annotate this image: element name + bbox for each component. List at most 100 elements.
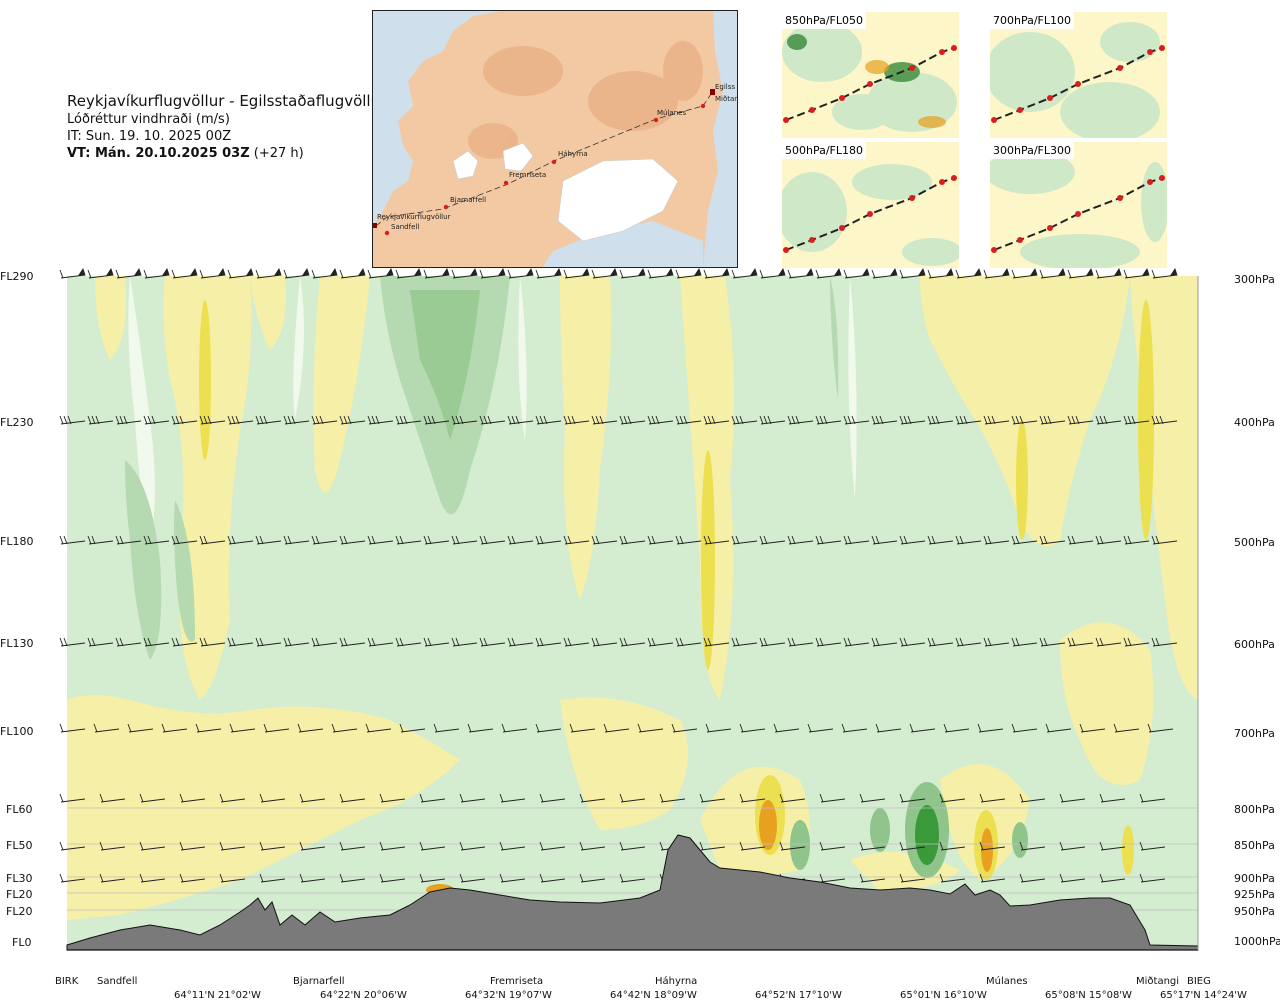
coordinate-label: 65°01'N 16°10'W — [900, 990, 987, 1001]
wind-barb — [706, 728, 732, 733]
wind-barb-feather — [1147, 723, 1152, 733]
wind-barb-feather — [983, 269, 988, 279]
wind-barb — [380, 846, 406, 851]
wind-barb — [228, 274, 254, 279]
wind-barb-feather — [1039, 535, 1044, 545]
map-label-egilss: Egilss — [715, 83, 735, 91]
wind-barb — [100, 846, 126, 851]
wind-barb-feather — [339, 637, 344, 647]
wind-barb — [460, 798, 486, 803]
wind-barb-feather — [569, 723, 574, 733]
wind-barb-feather — [287, 415, 292, 425]
wind-barb-feather — [927, 535, 932, 545]
wind-barb — [312, 642, 338, 647]
wind-barb — [140, 878, 166, 883]
wind-barb-pennant — [806, 267, 814, 276]
wind-barb-feather — [927, 269, 932, 279]
wind-barb-feather — [683, 415, 688, 425]
wind-barb-feather — [255, 637, 260, 647]
wind-barb — [420, 798, 446, 803]
wind-barb-feather — [315, 637, 320, 647]
wind-barb-feather — [143, 415, 148, 425]
wind-barb-feather — [451, 535, 456, 545]
wind-barb-feather — [847, 415, 852, 425]
wind-barb — [312, 274, 338, 279]
wind-barb-feather — [203, 415, 208, 425]
wind-barb — [956, 540, 982, 545]
wind-barb-feather — [203, 535, 208, 545]
wind-barb-feather — [679, 415, 684, 425]
wind-barb — [928, 540, 954, 545]
wind-barb-feather — [87, 535, 92, 545]
wind-barb — [508, 420, 534, 425]
wind-barb-pennant — [274, 267, 282, 276]
wind-barb — [564, 642, 590, 647]
wind-barb — [860, 846, 886, 851]
wind-barb-feather — [939, 841, 944, 851]
wind-barb — [508, 540, 534, 545]
wind-barb-feather — [283, 637, 288, 647]
wind-barb-feather — [379, 873, 384, 883]
wind-barb-feather — [859, 873, 864, 883]
wind-barb-feather — [93, 723, 98, 733]
wind-barb-feather — [87, 637, 92, 647]
wind-barb-feather — [543, 415, 548, 425]
wind-barb-feather — [791, 535, 796, 545]
wind-barb-feather — [479, 535, 484, 545]
wind-barb-feather — [63, 415, 68, 425]
wind-barb — [256, 420, 282, 425]
wind-barb-feather — [1011, 723, 1016, 733]
wind-barb — [872, 540, 898, 545]
wind-barb-feather — [731, 637, 736, 647]
level-label-right: 850hPa — [1234, 839, 1275, 852]
wind-barb — [620, 846, 646, 851]
level-label-left: FL130 — [0, 637, 33, 650]
wind-barb — [284, 540, 310, 545]
wind-barb — [340, 274, 366, 279]
wind-barb — [228, 420, 254, 425]
wind-barb-feather — [1039, 269, 1044, 279]
wind-barb-feather — [739, 723, 744, 733]
wind-barb-feather — [903, 415, 908, 425]
right-level-labels: 300hPa 400hPa 500hPa 600hPa 700hPa 800hP… — [1234, 273, 1280, 948]
wind-barb-feather — [539, 793, 544, 803]
wind-barb — [540, 846, 566, 851]
route-overview-map: Reykjavíkurflugvöllur Sandfell Bjarnarfe… — [372, 10, 738, 268]
wind-barb-feather — [851, 415, 856, 425]
wind-barb-feather — [343, 535, 348, 545]
wind-barb-feather — [59, 535, 64, 545]
wind-barb — [900, 420, 926, 425]
wind-barb-feather — [339, 415, 344, 425]
wind-barb — [1020, 846, 1046, 851]
wind-barb-feather — [339, 873, 344, 883]
wind-barb — [144, 274, 170, 279]
wind-barb — [620, 420, 646, 425]
wind-barb-pennant — [386, 267, 394, 276]
wind-barb-feather — [451, 269, 456, 279]
level-label-right: 300hPa — [1234, 273, 1275, 286]
wind-barb-feather — [735, 535, 740, 545]
wind-barb — [844, 540, 870, 545]
wind-barb-feather — [119, 415, 124, 425]
wind-barb — [788, 642, 814, 647]
wind-barb — [732, 642, 758, 647]
wind-barb — [180, 878, 206, 883]
wind-barb-feather — [739, 415, 744, 425]
wind-barb-feather — [1059, 793, 1064, 803]
wind-barb — [368, 642, 394, 647]
wind-barb — [984, 420, 1010, 425]
wind-barb — [1060, 846, 1086, 851]
wind-barb-pennant — [78, 267, 86, 276]
wind-barb — [368, 420, 394, 425]
wind-barb — [220, 878, 246, 883]
wind-barb — [700, 846, 726, 851]
wind-barb-feather — [703, 535, 708, 545]
wind-barb-pennant — [918, 267, 926, 276]
wind-barb — [60, 540, 86, 545]
wind-barb-feather — [991, 415, 996, 425]
wind-barb-feather — [1015, 535, 1020, 545]
wind-barb — [368, 274, 394, 279]
coordinate-label: 64°52'N 17°10'W — [755, 990, 842, 1001]
wind-barb-pennant — [442, 267, 450, 276]
wind-barb-feather — [143, 535, 148, 545]
